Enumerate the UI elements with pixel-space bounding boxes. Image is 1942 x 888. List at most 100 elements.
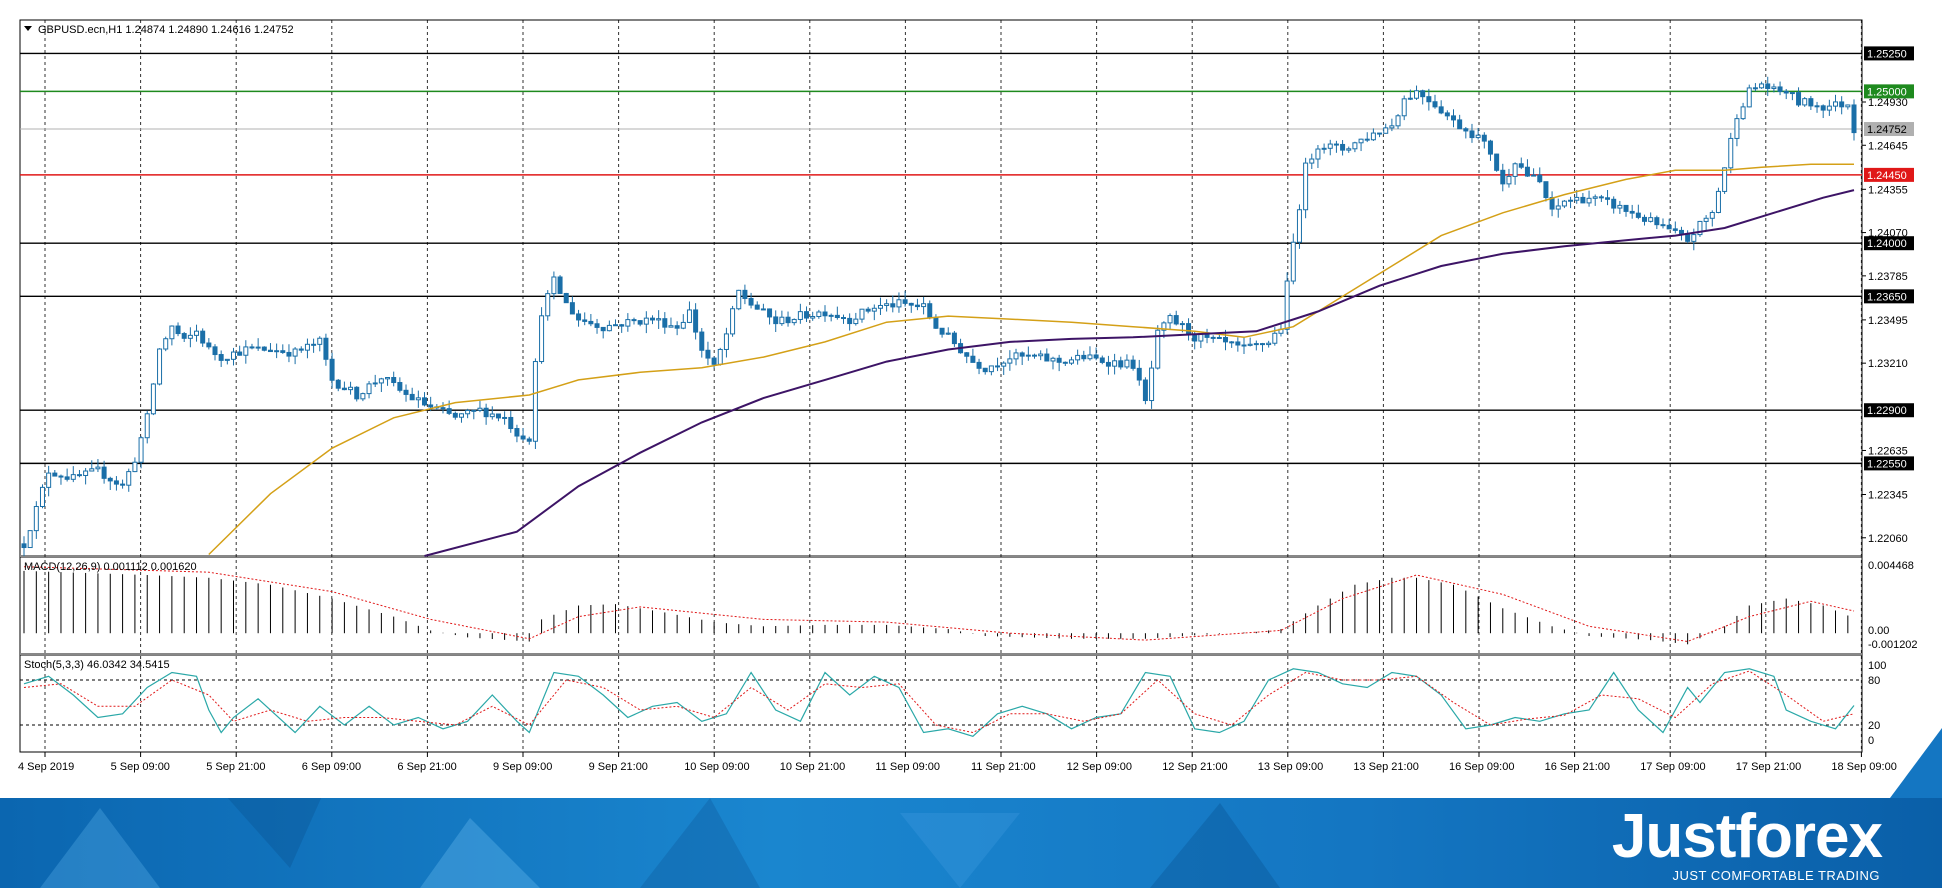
candle-body [686,309,692,323]
candle-body [1438,106,1444,114]
candle-body [311,343,317,346]
candle-body [1087,354,1093,360]
candle-body [428,404,434,408]
candle-body [1605,197,1611,200]
candle-body [927,303,933,318]
candle-body [711,357,717,365]
candle-body [132,461,138,473]
candle-body [1771,86,1777,89]
candle-body [717,348,723,365]
candle-body [495,413,501,419]
candle-body [1802,98,1808,106]
candle-body [224,358,230,361]
price-tick-label: 1.23785 [1868,271,1908,283]
candle-body [1377,132,1383,135]
candle-body [613,324,619,327]
candle-body [243,346,249,356]
candle-body [1383,127,1389,134]
candle-body [1783,90,1789,94]
level-label-box [1864,289,1914,304]
x-tick-label: 13 Sep 09:00 [1258,761,1323,773]
candle-body [1487,140,1493,155]
candle-body [600,326,606,332]
candle-body [1290,241,1296,282]
stoch-tick-label: 20 [1868,720,1880,732]
x-tick-label: 10 Sep 09:00 [684,761,749,773]
candle-body [1346,148,1352,151]
x-tick-label: 6 Sep 09:00 [302,761,361,773]
candle-body [1223,336,1229,343]
candle-body [206,342,212,348]
candle-body [563,292,569,304]
candle-body [1050,357,1056,362]
candle-body [1266,342,1272,346]
candle-body [773,316,779,325]
candle-body [409,393,415,401]
candle-body [742,289,748,299]
candle-body [1068,359,1074,364]
candle-body [951,332,957,345]
candle-body [520,435,526,440]
x-tick-label: 17 Sep 21:00 [1736,761,1801,773]
candle-body [1013,352,1019,360]
candle-body [1648,217,1654,222]
candle-body [255,346,261,349]
candle-body [1420,90,1426,98]
candle-body [175,325,181,335]
candle-body [545,293,551,317]
price-tick-label: 1.23210 [1868,358,1908,370]
candle-body [335,379,341,389]
level-label: 1.25000 [1867,86,1907,98]
candle-body [828,314,834,317]
candle-body [1112,360,1118,367]
candle-body [637,320,643,325]
candle-body [1444,112,1450,117]
candle-body [526,438,532,442]
candle-body [261,346,267,351]
candle-body [1130,359,1136,369]
level-label-box [1864,167,1914,182]
level-label-box [1864,236,1914,251]
justforex-logo[interactable]: Justforex [1611,802,1883,871]
candle-body [736,289,742,310]
x-tick-label: 18 Sep 09:00 [1831,761,1896,773]
candle-body [187,334,193,339]
candle-body [1327,143,1333,149]
level-label: 1.23650 [1867,291,1907,303]
candle-body [853,318,859,325]
candle-body [113,480,119,485]
candle-body [1568,199,1574,202]
candle-body [1555,205,1561,210]
candle-body [422,397,428,406]
candle-body [212,346,218,356]
candle-body [1635,212,1641,218]
candle-body [1149,367,1155,402]
price-tick-label: 1.22345 [1868,490,1908,502]
x-tick-label: 17 Sep 09:00 [1640,761,1705,773]
candle-body [1118,360,1124,368]
candle-body [378,378,384,384]
candle-body [1155,329,1161,369]
candle-body [274,350,280,353]
candle-body [76,474,82,477]
candle-body [1777,86,1783,92]
candle-body [1358,138,1364,144]
candle-body [822,311,828,317]
candle-body [317,337,323,345]
candle-body [1340,143,1346,151]
x-tick-label: 5 Sep 21:00 [206,761,265,773]
candle-body [1253,343,1259,346]
candle-body [730,308,736,335]
candle-body [452,412,458,418]
candle-body [532,361,538,442]
level-label: 1.24752 [1867,124,1907,136]
candle-body [46,472,52,488]
candle-body [896,299,902,308]
candle-body [1025,354,1031,357]
candle-body [144,413,150,439]
candle-body [816,311,822,318]
candle-body [594,323,600,328]
candle-body [982,367,988,373]
candle-body [582,319,588,322]
candle-body [1469,130,1475,139]
